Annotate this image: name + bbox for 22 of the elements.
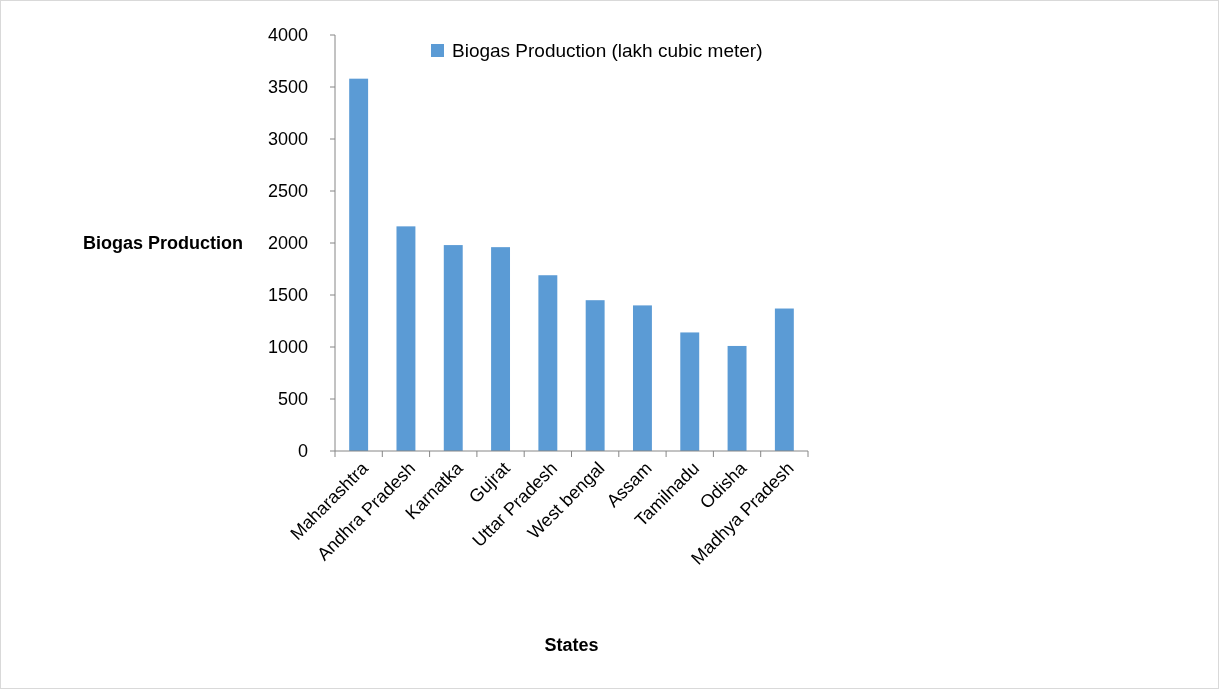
bar — [774, 308, 794, 451]
bar — [396, 226, 416, 451]
y-tick-label: 500 — [277, 389, 308, 410]
bar — [443, 245, 463, 451]
y-tick-label: 2500 — [267, 181, 308, 202]
y-tick-label: 2000 — [267, 233, 308, 254]
bar — [585, 300, 605, 451]
bar — [680, 332, 700, 451]
legend-label: Biogas Production (lakh cubic meter) — [452, 40, 763, 62]
y-tick-label: 0 — [297, 441, 308, 462]
bar — [491, 247, 511, 451]
bar — [727, 345, 747, 451]
y-tick-label: 1000 — [267, 337, 308, 358]
bar — [632, 305, 652, 451]
y-tick-label: 4000 — [267, 25, 308, 46]
y-tick-label: 3500 — [267, 77, 308, 98]
x-axis-title: States — [544, 635, 599, 656]
bar — [349, 78, 369, 451]
y-axis-title: Biogas Production — [82, 233, 243, 254]
y-tick-label: 1500 — [267, 285, 308, 306]
bar — [538, 275, 558, 451]
y-tick-label: 3000 — [267, 129, 308, 150]
